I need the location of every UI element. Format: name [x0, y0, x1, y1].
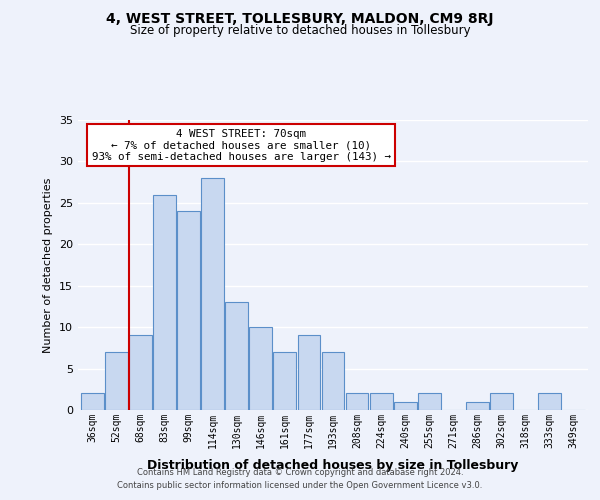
Bar — [81, 394, 104, 410]
Y-axis label: Number of detached properties: Number of detached properties — [43, 178, 53, 352]
Bar — [490, 394, 513, 410]
Text: 4 WEST STREET: 70sqm
← 7% of detached houses are smaller (10)
93% of semi-detach: 4 WEST STREET: 70sqm ← 7% of detached ho… — [92, 128, 391, 162]
Bar — [418, 394, 440, 410]
Text: Size of property relative to detached houses in Tollesbury: Size of property relative to detached ho… — [130, 24, 470, 37]
Bar — [538, 394, 561, 410]
Bar — [298, 336, 320, 410]
Text: 4, WEST STREET, TOLLESBURY, MALDON, CM9 8RJ: 4, WEST STREET, TOLLESBURY, MALDON, CM9 … — [106, 12, 494, 26]
X-axis label: Distribution of detached houses by size in Tollesbury: Distribution of detached houses by size … — [148, 459, 518, 472]
Bar — [201, 178, 224, 410]
Bar — [322, 352, 344, 410]
Bar — [274, 352, 296, 410]
Bar — [370, 394, 392, 410]
Bar — [250, 327, 272, 410]
Bar — [153, 194, 176, 410]
Bar — [226, 302, 248, 410]
Bar — [129, 336, 152, 410]
Bar — [394, 402, 416, 410]
Bar — [466, 402, 489, 410]
Bar — [177, 211, 200, 410]
Bar — [105, 352, 128, 410]
Text: Contains HM Land Registry data © Crown copyright and database right 2024.
Contai: Contains HM Land Registry data © Crown c… — [118, 468, 482, 490]
Bar — [346, 394, 368, 410]
